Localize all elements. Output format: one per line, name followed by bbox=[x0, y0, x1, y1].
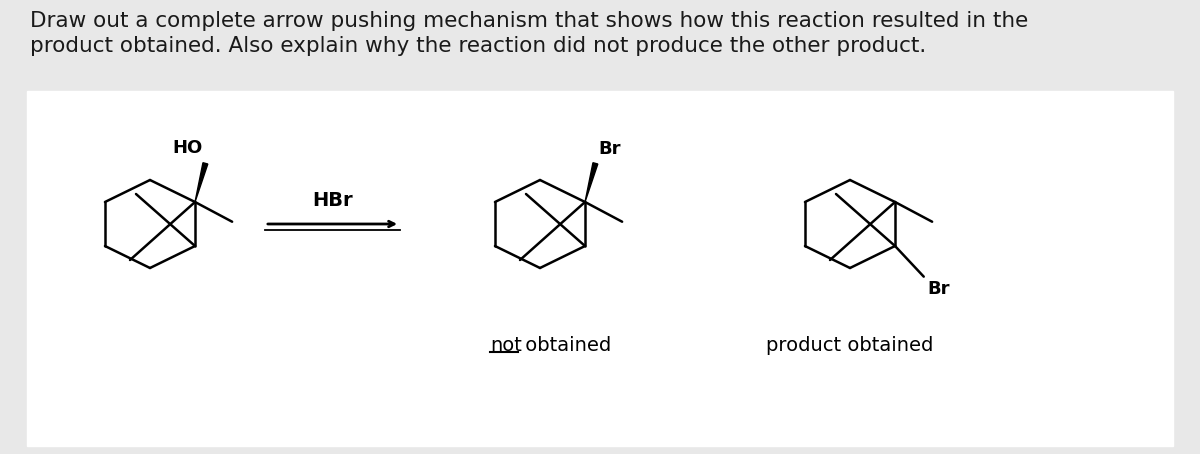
Polygon shape bbox=[196, 163, 208, 202]
Text: product obtained. Also explain why the reaction did not produce the other produc: product obtained. Also explain why the r… bbox=[30, 36, 926, 56]
Text: obtained: obtained bbox=[520, 336, 611, 355]
Text: not: not bbox=[490, 336, 522, 355]
Bar bbox=[28, 91, 1174, 446]
Text: HO: HO bbox=[172, 139, 203, 158]
Text: Draw out a complete arrow pushing mechanism that shows how this reaction resulte: Draw out a complete arrow pushing mechan… bbox=[30, 11, 1028, 31]
Text: HBr: HBr bbox=[312, 191, 353, 210]
Text: Br: Br bbox=[599, 140, 620, 158]
Text: product obtained: product obtained bbox=[767, 336, 934, 355]
Text: Br: Br bbox=[928, 280, 950, 298]
Polygon shape bbox=[586, 163, 598, 202]
